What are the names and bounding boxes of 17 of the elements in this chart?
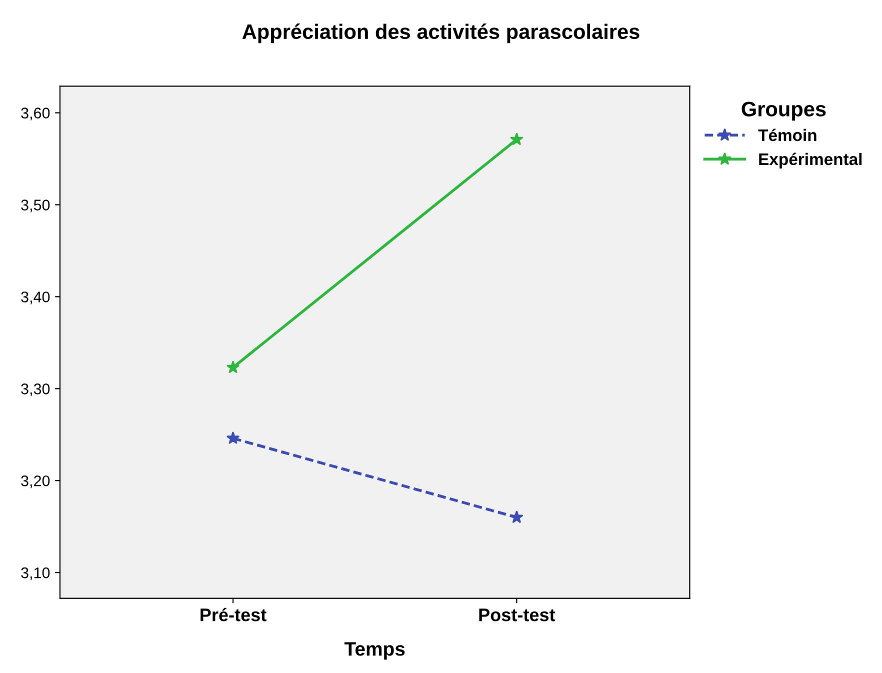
y-tick-label: 3,20	[21, 475, 50, 488]
y-tick-label: 3,50	[21, 200, 50, 212]
x-tick-label: Pré-test	[200, 608, 266, 622]
y-tick-label: 3,30	[21, 384, 50, 396]
x-axis-title: Temps	[344, 642, 405, 660]
point	[226, 431, 240, 444]
chart-title: Appréciation des activités parascolaires	[242, 24, 640, 44]
x-tick-label: Post-test	[479, 608, 556, 622]
point	[510, 132, 524, 146]
y-tick-label: 3,60	[21, 108, 50, 120]
point	[510, 510, 524, 524]
legend-label: Témoin	[758, 128, 816, 142]
legend-title: Groupes	[742, 102, 826, 121]
y-tick-label: 3,10	[21, 567, 50, 580]
y-tick-label: 3,40	[21, 292, 50, 304]
legend-label: Expérimental	[759, 152, 862, 168]
point	[226, 360, 240, 374]
